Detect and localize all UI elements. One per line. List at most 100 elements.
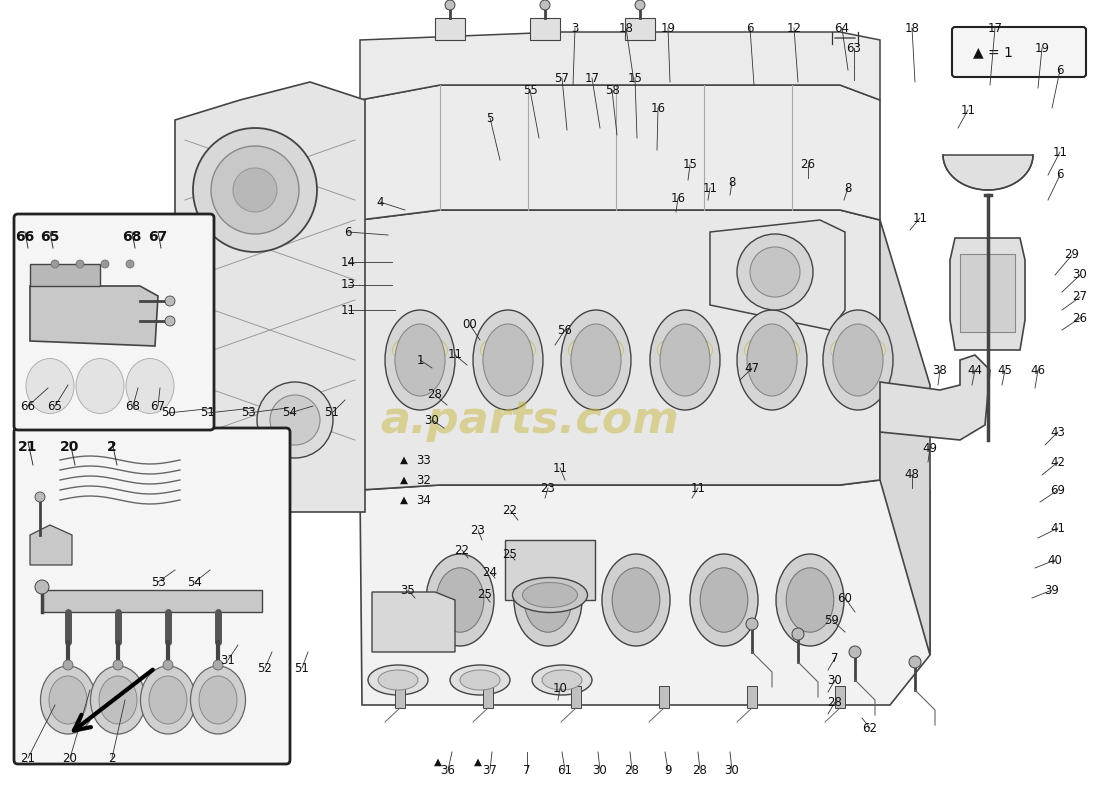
Bar (747, 686, 757, 708)
Text: 39: 39 (1045, 583, 1059, 597)
Text: 18: 18 (618, 22, 634, 34)
Polygon shape (950, 238, 1025, 350)
Text: 1: 1 (416, 354, 424, 366)
Polygon shape (175, 82, 365, 512)
Text: 54: 54 (283, 406, 297, 419)
Text: 19: 19 (660, 22, 675, 34)
Text: 5: 5 (486, 111, 494, 125)
Text: 14: 14 (341, 255, 355, 269)
Bar (395, 686, 405, 708)
Circle shape (540, 0, 550, 10)
Text: 62: 62 (862, 722, 878, 734)
Ellipse shape (569, 335, 624, 365)
Ellipse shape (426, 554, 494, 646)
Text: 17: 17 (584, 71, 600, 85)
Text: 7: 7 (524, 763, 530, 777)
Polygon shape (880, 355, 990, 440)
FancyBboxPatch shape (14, 428, 290, 764)
Text: 30: 30 (425, 414, 439, 426)
Text: 68: 68 (125, 399, 141, 413)
Ellipse shape (522, 582, 578, 607)
Text: 15: 15 (683, 158, 697, 171)
Text: 17: 17 (988, 22, 1002, 34)
Text: 65: 65 (47, 399, 63, 413)
Bar (530, 18, 560, 40)
Text: 16: 16 (671, 191, 685, 205)
Text: 60: 60 (837, 591, 852, 605)
Ellipse shape (525, 568, 572, 632)
Text: ▲: ▲ (400, 455, 408, 465)
Circle shape (270, 395, 320, 445)
Text: 22: 22 (454, 543, 470, 557)
Bar (960, 254, 1015, 332)
Text: 11: 11 (703, 182, 717, 194)
Text: 31: 31 (221, 654, 235, 666)
Text: 25: 25 (503, 549, 517, 562)
Circle shape (35, 580, 50, 594)
Bar (505, 540, 595, 600)
Ellipse shape (833, 324, 883, 396)
Text: 21: 21 (21, 751, 35, 765)
Text: 58: 58 (605, 83, 619, 97)
Ellipse shape (385, 310, 455, 410)
Text: 9: 9 (664, 763, 672, 777)
Ellipse shape (786, 568, 834, 632)
Circle shape (126, 260, 134, 268)
Ellipse shape (613, 568, 660, 632)
Text: 13: 13 (341, 278, 355, 291)
Ellipse shape (126, 358, 174, 414)
Polygon shape (360, 480, 930, 705)
Ellipse shape (830, 335, 886, 365)
Text: 35: 35 (400, 583, 416, 597)
Text: 37: 37 (483, 763, 497, 777)
Ellipse shape (701, 568, 748, 632)
Text: 11: 11 (341, 303, 355, 317)
Bar (434, 18, 465, 40)
Bar (483, 686, 493, 708)
Polygon shape (372, 592, 455, 652)
Ellipse shape (542, 670, 582, 690)
Polygon shape (30, 525, 72, 565)
Text: 64: 64 (835, 22, 849, 34)
Circle shape (257, 382, 333, 458)
Polygon shape (710, 220, 845, 330)
Text: 38: 38 (933, 363, 947, 377)
Text: 40: 40 (1047, 554, 1063, 566)
Circle shape (750, 247, 800, 297)
Polygon shape (360, 210, 880, 490)
Text: 11: 11 (552, 462, 568, 474)
Text: 49: 49 (923, 442, 937, 454)
Text: 26: 26 (1072, 311, 1088, 325)
Text: 21: 21 (19, 440, 37, 454)
Text: 6: 6 (1056, 169, 1064, 182)
Text: 28: 28 (428, 389, 442, 402)
Text: ▲: ▲ (400, 475, 408, 485)
Text: 36: 36 (441, 763, 455, 777)
Ellipse shape (450, 665, 510, 695)
Text: 12: 12 (786, 22, 802, 34)
Text: 32: 32 (416, 474, 431, 486)
Text: 34: 34 (416, 494, 431, 506)
Text: 6: 6 (344, 226, 352, 238)
Ellipse shape (437, 568, 484, 632)
Text: ▲ = 1: ▲ = 1 (974, 45, 1013, 59)
Bar (835, 686, 845, 708)
Text: 44: 44 (968, 363, 982, 377)
Text: 30: 30 (1072, 269, 1088, 282)
Text: 4: 4 (376, 195, 384, 209)
Text: 27: 27 (1072, 290, 1088, 303)
Text: 66: 66 (15, 230, 34, 244)
Text: 26: 26 (801, 158, 815, 171)
Text: 20: 20 (60, 440, 79, 454)
Text: 51: 51 (200, 406, 216, 419)
Text: 51: 51 (295, 662, 309, 674)
Text: 11: 11 (448, 349, 462, 362)
Ellipse shape (199, 676, 236, 724)
Bar (659, 686, 669, 708)
Text: 55: 55 (522, 83, 538, 97)
Text: 28: 28 (827, 695, 843, 709)
Text: 30: 30 (593, 763, 607, 777)
Ellipse shape (393, 335, 448, 365)
Ellipse shape (481, 335, 536, 365)
Circle shape (213, 660, 223, 670)
